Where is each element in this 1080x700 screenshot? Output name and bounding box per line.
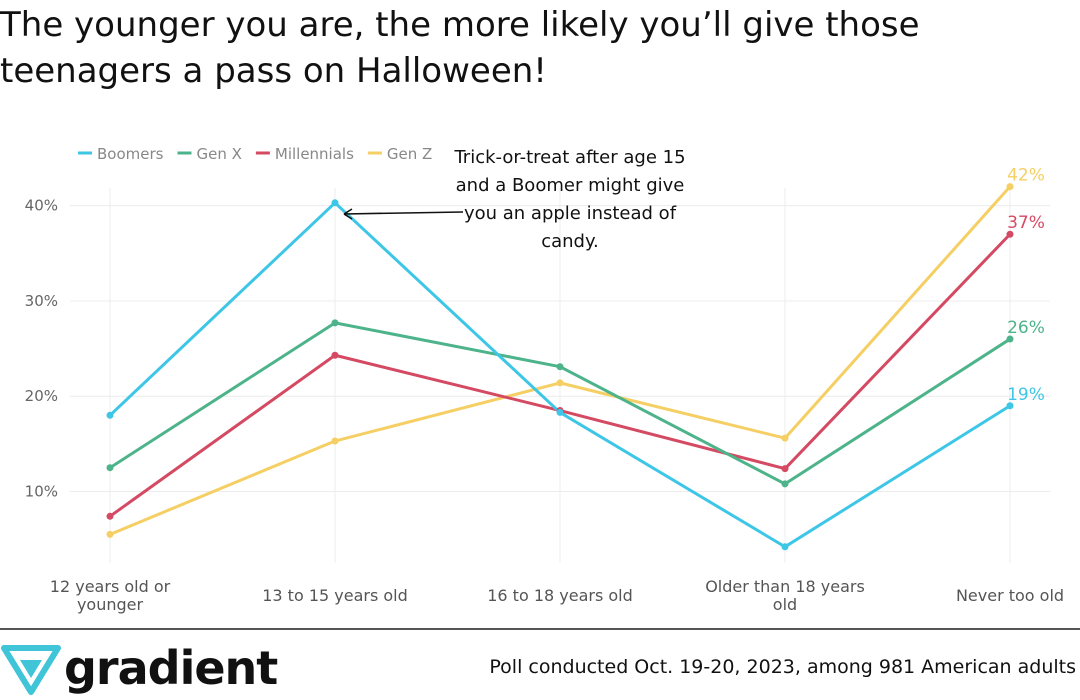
data-point bbox=[556, 408, 564, 416]
x-tick-label: younger bbox=[77, 595, 144, 614]
x-tick-label: Older than 18 years bbox=[705, 577, 865, 596]
data-point bbox=[1006, 402, 1014, 410]
x-tick-label: 16 to 18 years old bbox=[487, 586, 633, 605]
annotation-arrow bbox=[343, 208, 464, 220]
x-tick-label: Never too old bbox=[956, 586, 1064, 605]
source-note: Poll conducted Oct. 19-20, 2023, among 9… bbox=[489, 656, 1076, 678]
data-point bbox=[1006, 335, 1014, 343]
annotation-arrow-head bbox=[343, 208, 353, 220]
chart-title: The younger you are, the more likely you… bbox=[0, 5, 920, 91]
data-point bbox=[106, 512, 114, 520]
footer-divider bbox=[0, 628, 1080, 630]
legend: Boomers Gen X Millennials Gen Z bbox=[78, 145, 432, 163]
end-value-label: 37% bbox=[1007, 213, 1045, 233]
data-point bbox=[106, 464, 114, 472]
series-points bbox=[106, 183, 1014, 551]
legend-label: Gen Z bbox=[387, 145, 432, 163]
annotation-text: Trick-or-treat after age 15 and a Boomer… bbox=[454, 147, 686, 252]
gradient-logo-icon bbox=[1, 645, 61, 695]
grid bbox=[70, 188, 1050, 563]
legend-label: Gen X bbox=[196, 145, 241, 163]
end-value-label: 26% bbox=[1007, 318, 1045, 338]
end-value-label: 19% bbox=[1007, 385, 1045, 405]
y-tick-label: 30% bbox=[25, 292, 58, 310]
data-point bbox=[331, 199, 339, 207]
data-point bbox=[781, 465, 789, 473]
legend-label: Boomers bbox=[97, 145, 164, 163]
annotation-arrow-line bbox=[343, 211, 464, 215]
legend-label: Millennials bbox=[275, 145, 354, 163]
data-point bbox=[781, 543, 789, 551]
data-point bbox=[106, 411, 114, 419]
data-point bbox=[556, 379, 564, 387]
y-tick-label: 20% bbox=[25, 387, 58, 405]
data-point bbox=[1006, 230, 1014, 238]
y-tick-label: 10% bbox=[25, 483, 58, 501]
end-labels: 19% 26% 37% 42% bbox=[1007, 166, 1045, 405]
y-axis-ticks: 10% 20% 30% 40% bbox=[25, 197, 58, 501]
end-value-label: 42% bbox=[1007, 166, 1045, 186]
x-tick-label: 13 to 15 years old bbox=[262, 586, 408, 605]
brand-name: gradient bbox=[64, 641, 278, 695]
y-tick-label: 40% bbox=[25, 197, 58, 215]
data-point bbox=[106, 530, 114, 538]
data-point bbox=[331, 437, 339, 445]
data-point bbox=[331, 351, 339, 359]
data-point bbox=[556, 363, 564, 371]
data-point bbox=[781, 434, 789, 442]
data-point bbox=[781, 480, 789, 488]
x-tick-label: 12 years old or bbox=[50, 577, 171, 596]
data-point bbox=[331, 319, 339, 327]
x-tick-label: old bbox=[773, 595, 797, 614]
data-point bbox=[1006, 183, 1014, 191]
